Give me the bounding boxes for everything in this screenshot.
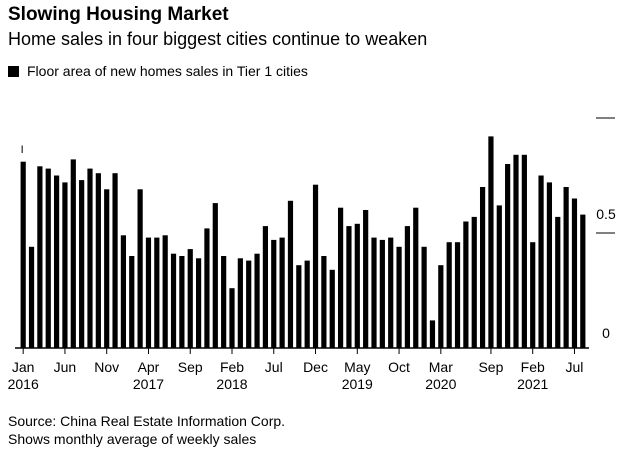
bar [396,246,402,348]
bar [513,154,519,348]
bar [195,258,202,348]
bar [254,253,260,348]
bar [204,228,210,348]
bar [137,189,143,348]
chart-subtitle: Home sales in four biggest cities contin… [8,29,428,49]
bar [187,249,193,348]
chart-annotation: I [21,144,24,156]
bar [413,207,419,348]
bar [346,226,352,348]
bar [404,226,411,348]
x-tick-year-label: 2016 [8,376,39,392]
bar [262,226,269,348]
bar [421,246,427,348]
bar [162,235,168,348]
x-tick-label: May [344,359,370,375]
footnote: Shows monthly average of weekly sales [8,431,257,447]
bar [237,258,243,348]
bar [388,237,394,348]
chart-title: Slowing Housing Market [8,4,229,25]
bar [321,256,327,348]
bar [496,205,502,348]
legend: Floor area of new homes sales in Tier 1 … [8,63,308,79]
legend-swatch [8,65,19,77]
bar [538,175,544,348]
x-tick-label: Oct [388,359,410,375]
bar [429,320,436,348]
x-tick-label: Feb [521,359,545,375]
bar [379,239,385,348]
y-tick-label: 0 [602,325,610,341]
bar [329,269,335,348]
bar [363,210,369,348]
bar [229,288,235,348]
bar [446,242,452,348]
bar [505,164,511,348]
x-tick-label: Mar [429,359,453,375]
x-tick-label: Apr [138,359,160,375]
x-tick-label: Sep [478,359,503,375]
x-tick-year-label: 2021 [517,376,548,392]
bar [546,182,553,348]
bar [37,166,43,348]
bar [79,180,85,348]
x-tick-label: Dec [303,359,328,375]
bar [20,161,26,348]
bar [154,237,160,348]
bar [555,216,561,348]
bar [53,175,60,348]
bar [337,207,344,348]
bar [87,168,93,348]
bar [112,173,118,348]
x-tick-label: Feb [220,359,244,375]
bar [271,239,277,348]
bar [120,235,127,348]
bar [104,189,110,348]
bar [296,265,302,348]
bar [170,253,177,348]
bar [95,173,101,348]
bar [212,203,218,348]
bar [304,260,310,348]
bar [471,216,477,348]
legend-label: Floor area of new homes sales in Tier 1 … [27,63,308,79]
x-tick-year-label: 2018 [216,376,247,392]
bar [62,182,68,348]
bar [279,237,285,348]
bar [179,256,185,348]
bar [438,265,444,348]
bar [129,256,135,348]
bar [221,256,227,348]
x-tick-year-label: 2020 [425,376,456,392]
x-tick-label: Jul [566,359,584,375]
bar [463,221,469,348]
x-tick-label: Sep [178,359,203,375]
bar [354,223,360,348]
x-tick-label: Nov [94,359,119,375]
bar [454,242,461,348]
bar [479,187,486,348]
bar [312,184,319,348]
source-note: Source: China Real Estate Information Co… [8,413,286,429]
bar [521,154,527,348]
y-tick-label: 0.5 [596,206,616,222]
bar [287,200,294,348]
bar [246,260,252,348]
x-tick-label: Jan [12,359,35,375]
bar [28,246,35,348]
bar [571,198,578,348]
x-tick-year-label: 2017 [133,376,164,392]
x-tick-label: Jul [265,359,283,375]
bar [45,168,51,348]
bar [70,159,76,348]
x-tick-year-label: 2019 [342,376,373,392]
bar [488,136,494,348]
bar [145,237,152,348]
bar [530,242,536,348]
bar [580,214,586,348]
bar [563,187,569,348]
bar [371,237,377,348]
x-tick-label: Jun [54,359,77,375]
